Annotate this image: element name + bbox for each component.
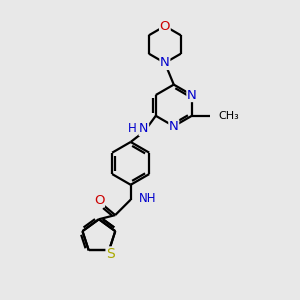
Text: N: N [169,120,179,133]
Text: CH₃: CH₃ [218,111,239,121]
Text: S: S [106,247,115,261]
Text: O: O [160,20,170,33]
Text: H: H [128,122,136,135]
Text: N: N [187,88,197,101]
Text: NH: NH [139,192,157,205]
Text: O: O [94,194,104,207]
Text: N: N [160,56,170,69]
Text: N: N [139,122,148,135]
